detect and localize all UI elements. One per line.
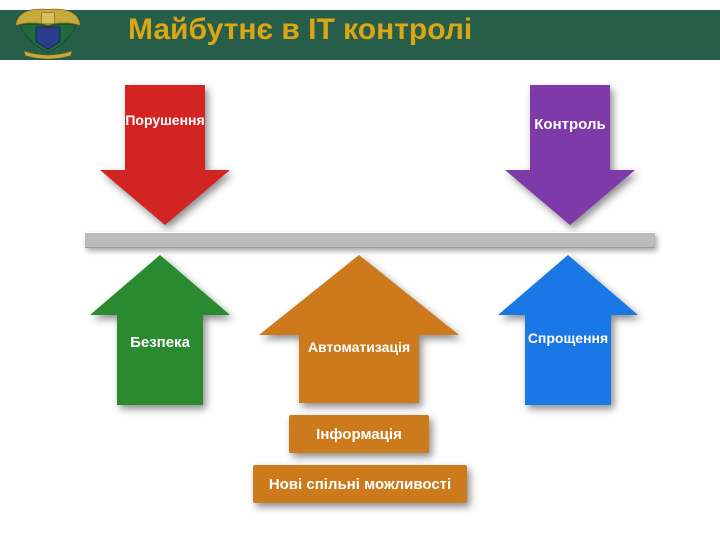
arrow-label: Контроль bbox=[505, 117, 635, 134]
arrow-down-violations: Порушення bbox=[100, 85, 230, 225]
arrow-down-control: Контроль bbox=[505, 85, 635, 225]
center-box-label: Нові спільні можливості bbox=[269, 476, 451, 493]
arrow-label: Безпека bbox=[90, 335, 230, 352]
arrow-up-automation: Автоматизація bbox=[259, 255, 459, 403]
arrow-label: Автоматизація bbox=[259, 340, 459, 355]
arrow-label: Порушення bbox=[100, 113, 230, 128]
page-title: Майбутнє в ІТ контролі bbox=[128, 13, 472, 47]
center-box-information: Інформація bbox=[289, 415, 429, 453]
divider-bar bbox=[85, 232, 655, 248]
center-box-label: Інформація bbox=[316, 426, 402, 443]
emblem-logo bbox=[8, 2, 88, 60]
center-box-opportunities: Нові спільні можливості bbox=[253, 465, 467, 503]
arrow-up-simplification: Спрощення bbox=[498, 255, 638, 405]
arrow-up-security: Безпека bbox=[90, 255, 230, 405]
arrow-label: Спрощення bbox=[498, 331, 638, 346]
